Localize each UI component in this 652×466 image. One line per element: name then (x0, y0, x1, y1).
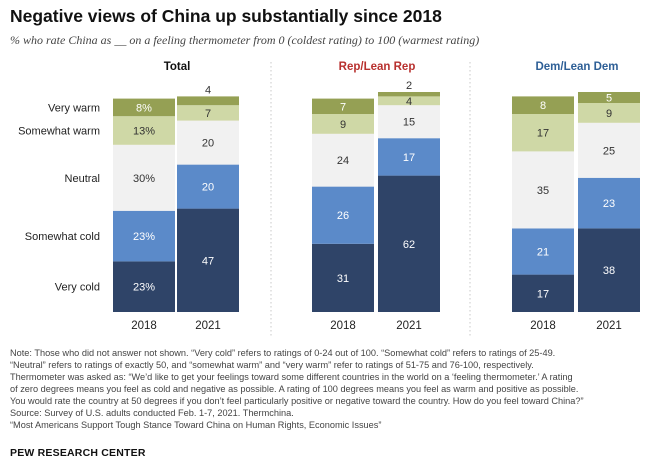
row-label-somewhat-cold: Somewhat cold (25, 231, 100, 243)
value-label-dem-lean-dem-2018-very-cold: 17 (537, 288, 549, 300)
bar-dem-lean-dem-2021-very-warm (578, 92, 640, 103)
bar-rep-lean-rep-2018-very-cold (312, 243, 374, 312)
value-label-dem-lean-dem-2018-neutral: 35 (537, 185, 549, 197)
x-tick-dem-lean-dem-2021: 2021 (596, 320, 622, 332)
row-label-neutral: Neutral (65, 173, 100, 185)
panel-title-total: Total (164, 61, 191, 73)
row-label-very-warm: Very warm (48, 102, 100, 114)
bar-dem-lean-dem-2018-very-cold (512, 274, 574, 312)
bar-total-2018-very-cold (113, 261, 175, 312)
bar-total-2018-somewhat-cold (113, 210, 175, 262)
value-label-rep-lean-rep-2018-very-cold: 31 (337, 273, 349, 285)
row-label-very-cold: Very cold (55, 282, 100, 294)
value-label-dem-lean-dem-2021-very-cold: 38 (603, 265, 615, 277)
value-label-dem-lean-dem-2021-neutral: 25 (603, 145, 615, 157)
x-tick-dem-lean-dem-2018: 2018 (530, 320, 556, 332)
bar-rep-lean-rep-2021-very-warm (378, 92, 440, 97)
bar-dem-lean-dem-2018-very-warm (512, 96, 574, 114)
value-label-rep-lean-rep-2018-neutral: 24 (337, 155, 349, 167)
bar-rep-lean-rep-2021-very-cold (378, 175, 440, 312)
bar-dem-lean-dem-2018-somewhat-cold (512, 228, 574, 275)
value-label-total-2018-neutral: 30% (133, 173, 155, 185)
value-label-rep-lean-rep-2021-very-warm: 2 (406, 80, 412, 92)
panel-title-rep-lean-rep: Rep/Lean Rep (339, 61, 416, 73)
note-line-5: You would rate the country at 50 degrees… (10, 396, 584, 406)
bar-rep-lean-rep-2018-very-warm (312, 98, 374, 114)
value-label-rep-lean-rep-2018-somewhat-cold: 26 (337, 210, 349, 222)
report-title-line: “Most Americans Support Tough Stance Tow… (10, 420, 382, 430)
note-line-2: “Neutral” refers to ratings of exactly 5… (10, 360, 534, 370)
row-label-somewhat-warm: Somewhat warm (18, 126, 100, 138)
bar-dem-lean-dem-2018-somewhat-warm (512, 114, 574, 152)
bar-total-2021-somewhat-warm (177, 105, 239, 121)
value-label-total-2021-very-cold: 47 (202, 255, 214, 267)
value-label-dem-lean-dem-2018-very-warm: 8 (540, 100, 546, 112)
bar-dem-lean-dem-2021-somewhat-warm (578, 103, 640, 123)
bar-total-2021-neutral (177, 120, 239, 165)
value-label-dem-lean-dem-2021-somewhat-cold: 23 (603, 198, 615, 210)
panel-title-dem-lean-dem: Dem/Lean Dem (535, 61, 618, 73)
value-label-dem-lean-dem-2018-somewhat-warm: 17 (537, 128, 549, 140)
value-label-total-2018-very-cold: 23% (133, 282, 155, 294)
value-label-rep-lean-rep-2018-very-warm: 7 (340, 101, 346, 113)
x-tick-rep-lean-rep-2021: 2021 (396, 320, 422, 332)
x-tick-rep-lean-rep-2018: 2018 (330, 320, 356, 332)
note-line-4: of zero degrees means you feel as cold a… (10, 384, 579, 394)
note-line-1: Note: Those who did not answer not shown… (10, 348, 556, 358)
source-line: Source: Survey of U.S. adults conducted … (10, 408, 294, 418)
chart-title: Negative views of China up substantially… (10, 6, 442, 26)
bar-total-2018-somewhat-warm (113, 116, 175, 145)
bar-dem-lean-dem-2021-neutral (578, 122, 640, 178)
value-label-total-2021-very-warm: 4 (205, 84, 211, 96)
value-label-total-2021-neutral: 20 (202, 138, 214, 150)
x-tick-total-2018: 2018 (131, 320, 157, 332)
bar-total-2018-very-warm (113, 98, 175, 117)
value-label-dem-lean-dem-2021-very-warm: 5 (606, 93, 612, 105)
bar-total-2021-very-warm (177, 96, 239, 106)
value-label-rep-lean-rep-2021-very-cold: 62 (403, 239, 415, 251)
value-label-total-2018-somewhat-cold: 23% (133, 231, 155, 243)
stacked-bar-chart: Total23%23%30%13%8%2018472020742021Rep/L… (18, 61, 640, 336)
value-label-total-2021-somewhat-warm: 7 (205, 108, 211, 120)
bar-rep-lean-rep-2018-somewhat-warm (312, 114, 374, 134)
value-label-dem-lean-dem-2021-somewhat-warm: 9 (606, 108, 612, 120)
bar-total-2018-neutral (113, 144, 175, 211)
bar-total-2021-somewhat-cold (177, 164, 239, 209)
value-label-total-2018-somewhat-warm: 13% (133, 126, 155, 138)
bar-dem-lean-dem-2018-neutral (512, 151, 574, 229)
pew-logo: PEW RESEARCH CENTER (10, 447, 146, 459)
x-tick-total-2021: 2021 (195, 320, 221, 332)
bar-rep-lean-rep-2018-somewhat-cold (312, 186, 374, 244)
bar-dem-lean-dem-2021-very-cold (578, 228, 640, 312)
value-label-rep-lean-rep-2021-somewhat-cold: 17 (403, 152, 415, 164)
bar-rep-lean-rep-2021-somewhat-warm (378, 96, 440, 106)
value-label-rep-lean-rep-2021-somewhat-warm: 4 (406, 96, 412, 108)
value-label-rep-lean-rep-2021-neutral: 15 (403, 117, 415, 129)
bar-dem-lean-dem-2021-somewhat-cold (578, 177, 640, 229)
bar-rep-lean-rep-2021-neutral (378, 105, 440, 139)
chart-subtitle: % who rate China as __ on a feeling ther… (10, 33, 480, 47)
bar-rep-lean-rep-2018-neutral (312, 133, 374, 187)
value-label-dem-lean-dem-2018-somewhat-cold: 21 (537, 247, 549, 259)
bar-rep-lean-rep-2021-somewhat-cold (378, 138, 440, 176)
note-line-3: Thermometer was asked as: “We’d like to … (10, 372, 573, 382)
value-label-rep-lean-rep-2018-somewhat-warm: 9 (340, 119, 346, 131)
bar-total-2021-very-cold (177, 208, 239, 312)
value-label-total-2018-very-warm: 8% (136, 102, 152, 114)
value-label-total-2021-somewhat-cold: 20 (202, 182, 214, 194)
